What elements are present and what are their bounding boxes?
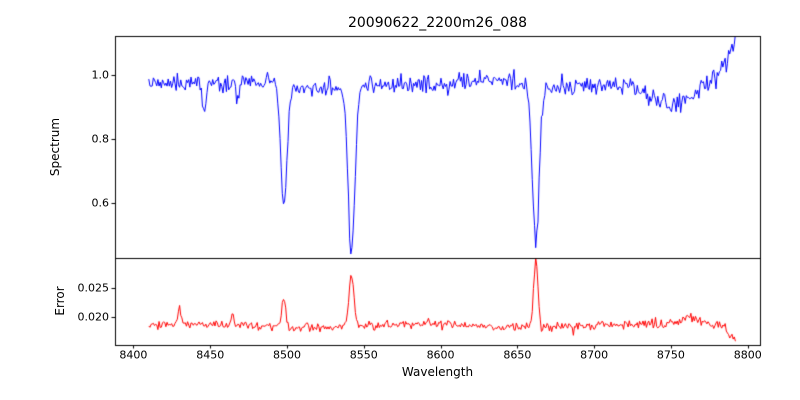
error-y-axis-label: Error: [53, 286, 67, 316]
chart-title: 20090622_2200m26_088: [347, 15, 528, 31]
spectrum-y-axis-label: Spectrum: [48, 117, 62, 177]
spectrum-y-tick-label: 0.8: [91, 132, 110, 146]
x-tick-label: 8750: [656, 348, 685, 362]
error-y-tick-label: 0.025: [77, 281, 110, 295]
x-axis-label: Wavelength: [401, 365, 474, 379]
error-y-tick-label: 0.020: [77, 310, 110, 324]
x-tick-label: 8700: [580, 348, 609, 362]
x-tick-label: 8650: [503, 348, 532, 362]
x-tick-label: 8500: [273, 348, 301, 362]
spectrum-y-tick-label: 0.6: [91, 196, 110, 210]
x-tick-label: 8400: [119, 348, 148, 362]
x-tick-label: 8450: [196, 348, 225, 362]
spectrum-y-tick-label: 1.0: [91, 68, 110, 82]
x-tick-label: 8600: [426, 348, 455, 362]
x-tick-label: 8800: [733, 348, 762, 362]
x-tick-label: 8550: [349, 348, 378, 362]
